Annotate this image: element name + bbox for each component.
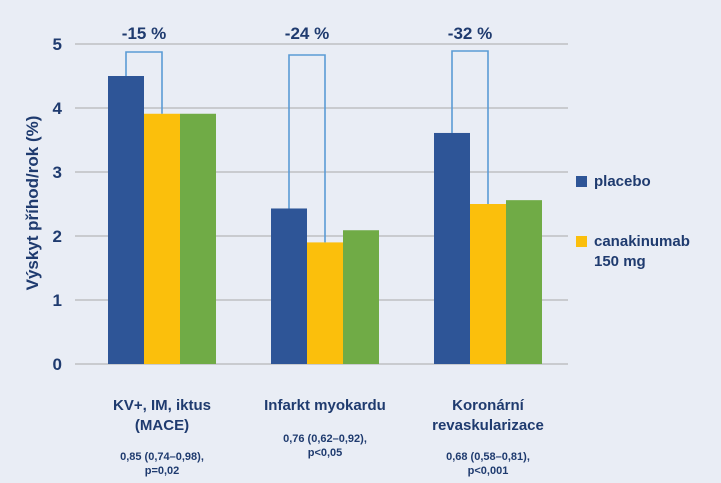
bar: [343, 230, 379, 364]
bars: [108, 76, 542, 364]
bar: [307, 242, 343, 364]
bar: [108, 76, 144, 364]
reduction-label: -32 %: [448, 24, 492, 43]
legend-label: canakinumab: [594, 233, 690, 250]
bar: [506, 200, 542, 364]
hazard-ratio-label: p=0,02: [145, 465, 180, 477]
category-label: revaskularizace: [432, 417, 544, 434]
legend-label: 150 mg: [594, 253, 646, 270]
reduction-bracket: [451, 50, 489, 204]
reduction-label: -15 %: [122, 24, 166, 43]
annotations: -15 % -24 % -32 %: [122, 24, 492, 243]
y-tick-label: 2: [53, 227, 62, 246]
legend-label: placebo: [594, 173, 651, 190]
y-tick-label: 4: [53, 99, 63, 118]
y-axis-label: Výskyt příhod/rok (%): [23, 116, 42, 291]
legend-swatch: [576, 236, 587, 247]
bar: [271, 208, 307, 364]
reduction-bracket: [125, 51, 163, 114]
y-tick-label: 0: [53, 355, 62, 374]
y-tick-label: 1: [53, 291, 62, 310]
y-tick-label: 3: [53, 163, 62, 182]
category-labels: KV+, IM, iktus (MACE) 0,85 (0,74–0,98), p=0…: [113, 397, 544, 477]
bar: [470, 204, 506, 364]
y-tick-label: 5: [53, 35, 62, 54]
bar: [180, 113, 216, 364]
hazard-ratio-label: 0,68 (0,58–0,81),: [446, 451, 530, 463]
hazard-ratio-label: 0,85 (0,74–0,98),: [120, 451, 204, 463]
bar: [434, 132, 470, 364]
y-axis-ticks: 0 1 2 3 4 5: [53, 35, 63, 374]
hazard-ratio-label: p<0,001: [468, 465, 509, 477]
hazard-ratio-label: 0,76 (0,62–0,92),: [283, 433, 367, 445]
bar: [144, 113, 180, 364]
category-label: KV+, IM, iktus: [113, 397, 211, 414]
legend-swatch: [576, 176, 587, 187]
category-label: Koronární: [452, 397, 525, 414]
category-label: (MACE): [135, 417, 189, 434]
hazard-ratio-label: p<0,05: [308, 447, 343, 459]
reduction-label: -24 %: [285, 24, 329, 43]
category-label: Infarkt myokardu: [264, 397, 386, 414]
legend: placebo canakinumab 150 mg: [576, 173, 690, 270]
reduction-bracket: [288, 54, 326, 243]
